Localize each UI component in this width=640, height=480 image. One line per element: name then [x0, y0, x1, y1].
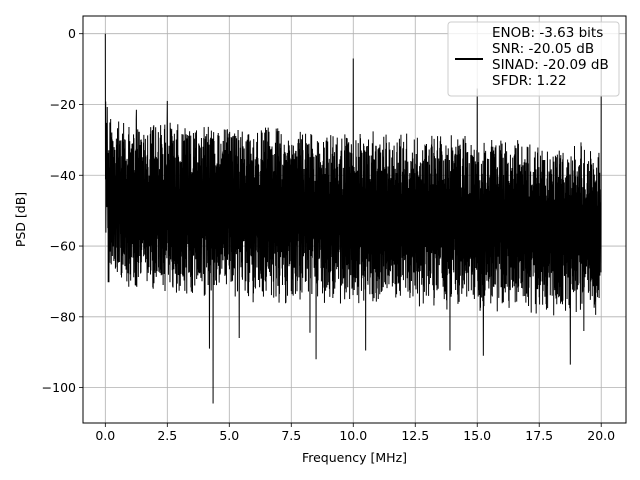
y-tick-label: −80 [50, 309, 76, 324]
x-tick-label: 20.0 [587, 428, 615, 443]
psd-series-line [104, 33, 602, 404]
x-tick-label: 12.5 [401, 428, 429, 443]
legend-entry-enob: ENOB: -3.63 bits [492, 25, 603, 41]
legend-entry-sinad: SINAD: -20.09 dB [492, 57, 609, 73]
x-tick-label: 10.0 [339, 428, 367, 443]
y-tick-label: −20 [50, 97, 76, 112]
x-tick-label: 0.0 [95, 428, 115, 443]
x-axis-ticks: 0.0 2.5 5.0 7.5 10.0 12.5 15.0 17.5 20.0 [95, 423, 615, 443]
y-tick-label: 0 [68, 26, 76, 41]
legend-box [447, 21, 620, 97]
legend-entry-sfdr: SFDR: 1.22 [492, 73, 567, 89]
x-tick-label: 5.0 [219, 428, 239, 443]
x-axis-label: Frequency [MHz] [302, 450, 407, 465]
x-tick-label: 7.5 [281, 428, 301, 443]
y-tick-label: −40 [50, 168, 76, 183]
legend-entry-snr: SNR: -20.05 dB [492, 41, 594, 57]
axes-frame [82, 15, 627, 424]
x-tick-label: 2.5 [157, 428, 177, 443]
y-axis-ticks: 0 −20 −40 −60 −80 −100 [42, 26, 83, 395]
y-axis-label: PSD [dB] [13, 192, 28, 247]
y-tick-label: −100 [42, 380, 76, 395]
plot-area [104, 33, 602, 404]
legend: ENOB: -3.63 bits SNR: -20.05 dB SINAD: -… [447, 21, 620, 97]
x-tick-label: 17.5 [525, 428, 553, 443]
x-tick-label: 15.0 [463, 428, 491, 443]
y-tick-label: −60 [50, 239, 76, 254]
